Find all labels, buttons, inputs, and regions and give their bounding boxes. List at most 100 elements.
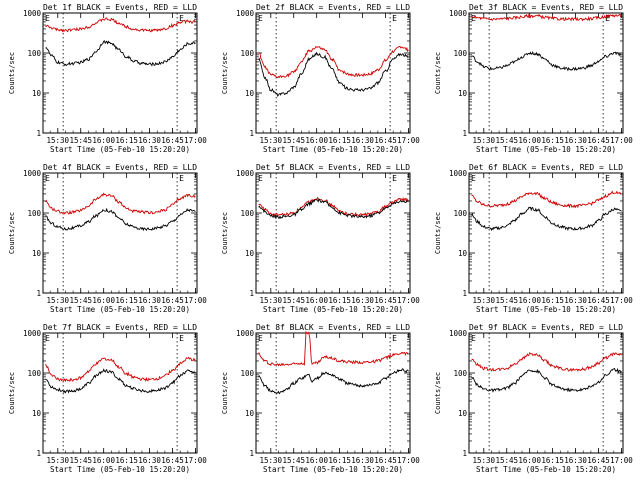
x-tick-label: 16:45 — [161, 456, 184, 465]
x-axis-label: Start Time (05-Feb-10 15:20:20) — [263, 465, 403, 474]
plot-frame — [42, 332, 198, 454]
chart-panel: Det 4f BLACK = Events, RED = LLD 1 10 100 10… — [8, 163, 207, 314]
x-tick-label: 16:45 — [374, 296, 397, 305]
event-marker-label: E — [45, 14, 50, 23]
y-tick-label: 100 — [27, 209, 41, 218]
x-tick-label: 16:15 — [115, 136, 138, 145]
y-tick-label: 10 — [32, 249, 42, 258]
event-marker-label: E — [471, 174, 476, 183]
x-tick-label: 15:30 — [47, 296, 70, 305]
x-axis-label: Start Time (05-Feb-10 15:20:20) — [263, 305, 403, 314]
y-tick-label: 1 — [249, 289, 254, 298]
x-axis-label: Start Time (05-Feb-10 15:20:20) — [476, 145, 616, 154]
x-tick-label: 16:15 — [115, 456, 138, 465]
y-tick-label: 1000 — [236, 169, 255, 178]
x-tick-label: 17:00 — [610, 296, 633, 305]
event-marker-label: E — [258, 334, 263, 343]
x-tick-label: 16:30 — [564, 296, 587, 305]
chart-panel: Det 1f BLACK = Events, RED = LLD 1 10 100 10… — [8, 3, 207, 154]
y-axis-label: Counts/sec — [8, 372, 16, 414]
chart-panel: Det 9f BLACK = Events, RED = LLD 1 10 100 10… — [434, 323, 633, 474]
lld-series-line — [45, 356, 196, 383]
lld-series-line — [258, 45, 409, 79]
x-tick-label: 15:45 — [282, 136, 305, 145]
y-tick-label: 10 — [32, 409, 42, 418]
event-marker-label: E — [179, 334, 184, 343]
x-tick-label: 16:15 — [541, 296, 564, 305]
y-tick-label: 10 — [32, 89, 42, 98]
y-tick-label: 1000 — [23, 329, 42, 338]
event-marker-label: E — [45, 174, 50, 183]
x-tick-label: 16:00 — [518, 296, 541, 305]
y-axis-label: Counts/sec — [434, 212, 442, 254]
x-tick-label: 16:30 — [351, 296, 374, 305]
panel-title: Det 5f BLACK = Events, RED = LLD — [256, 163, 410, 172]
y-tick-label: 1 — [462, 129, 467, 138]
x-tick-label: 16:30 — [564, 136, 587, 145]
x-tick-label: 17:00 — [184, 136, 207, 145]
lld-series-line — [45, 192, 196, 215]
y-tick-label: 100 — [453, 49, 467, 58]
chart-panel: Det 2f BLACK = Events, RED = LLD 1 10 100 10… — [221, 3, 420, 154]
panel-title: Det 1f BLACK = Events, RED = LLD — [43, 3, 197, 12]
x-tick-label: 16:45 — [587, 136, 610, 145]
x-tick-label: 16:15 — [541, 456, 564, 465]
x-axis-label: Start Time (05-Feb-10 15:20:20) — [50, 145, 190, 154]
x-tick-label: 16:15 — [541, 136, 564, 145]
x-tick-label: 15:30 — [473, 296, 496, 305]
y-axis-label: Counts/sec — [221, 212, 229, 254]
events-series-line — [45, 368, 196, 394]
y-tick-label: 100 — [27, 49, 41, 58]
x-tick-label: 16:00 — [92, 456, 115, 465]
x-tick-label: 15:45 — [69, 456, 92, 465]
y-tick-label: 1 — [36, 449, 41, 458]
x-tick-label: 16:30 — [351, 136, 374, 145]
x-tick-label: 16:15 — [328, 456, 351, 465]
y-tick-label: 1 — [462, 449, 467, 458]
y-tick-label: 10 — [245, 409, 255, 418]
panel-title: Det 3f BLACK = Events, RED = LLD — [469, 3, 623, 12]
y-axis-label: Counts/sec — [8, 52, 16, 94]
x-tick-label: 16:00 — [305, 136, 328, 145]
y-tick-label: 1000 — [449, 329, 468, 338]
event-marker-label: E — [471, 14, 476, 23]
y-axis-label: Counts/sec — [434, 372, 442, 414]
x-tick-label: 15:30 — [473, 136, 496, 145]
event-marker-label: E — [392, 14, 397, 23]
events-series-line — [258, 368, 409, 395]
x-tick-label: 15:45 — [282, 296, 305, 305]
y-tick-label: 10 — [245, 249, 255, 258]
plot-frame — [255, 12, 411, 134]
x-tick-label: 17:00 — [397, 456, 420, 465]
x-tick-label: 17:00 — [184, 296, 207, 305]
y-tick-label: 100 — [453, 369, 467, 378]
x-tick-label: 16:00 — [305, 296, 328, 305]
x-tick-label: 15:45 — [495, 456, 518, 465]
y-tick-label: 100 — [240, 369, 254, 378]
events-series-line — [471, 51, 622, 72]
x-tick-label: 16:45 — [374, 456, 397, 465]
plot-frame — [468, 332, 624, 454]
x-tick-label: 15:45 — [495, 296, 518, 305]
chart-panel: Det 7f BLACK = Events, RED = LLD 1 10 100 10… — [8, 323, 207, 474]
x-tick-label: 16:45 — [161, 136, 184, 145]
panel-title: Det 9f BLACK = Events, RED = LLD — [469, 323, 623, 332]
x-axis-label: Start Time (05-Feb-10 15:20:20) — [263, 145, 403, 154]
plot-frame — [255, 332, 411, 454]
lld-series-line — [471, 351, 622, 372]
plot-frame — [42, 12, 198, 134]
y-tick-label: 1000 — [23, 9, 42, 18]
y-tick-label: 100 — [453, 209, 467, 218]
panel-title: Det 6f BLACK = Events, RED = LLD — [469, 163, 623, 172]
x-axis-label: Start Time (05-Feb-10 15:20:20) — [476, 465, 616, 474]
events-series-line — [471, 367, 622, 393]
x-tick-label: 16:00 — [518, 456, 541, 465]
x-tick-label: 15:30 — [473, 456, 496, 465]
x-tick-label: 16:45 — [587, 296, 610, 305]
y-tick-label: 1 — [249, 449, 254, 458]
event-marker-label: E — [605, 174, 610, 183]
chart-panel: Det 5f BLACK = Events, RED = LLD 1 10 100 10… — [221, 163, 420, 314]
x-axis-label: Start Time (05-Feb-10 15:20:20) — [50, 465, 190, 474]
y-tick-label: 100 — [240, 49, 254, 58]
